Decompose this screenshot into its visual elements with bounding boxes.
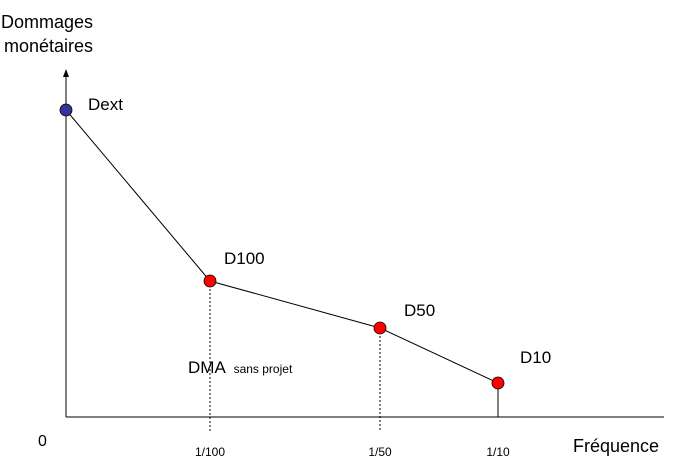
point-dext	[59, 103, 73, 117]
y-axis-label-line-1: Dommages	[1, 12, 93, 32]
point-d100	[203, 274, 217, 288]
tick-label-1-10: 1/10	[486, 445, 510, 459]
label-dext: Dext	[88, 95, 123, 114]
label-d10: D10	[520, 348, 551, 367]
tick-label-1-100: 1/100	[195, 445, 225, 459]
x-axis-label: Fréquence	[573, 436, 659, 456]
label-d100: D100	[224, 249, 265, 268]
dma-annotation-main: DMA	[188, 358, 226, 377]
dma-annotation: DMA sans projet	[188, 358, 293, 377]
tick-label-1-50: 1/50	[368, 445, 392, 459]
point-d50	[373, 321, 387, 335]
label-d50: D50	[404, 301, 435, 320]
damage-curve	[65, 109, 499, 384]
y-axis-label-line-2: monétaires	[4, 36, 93, 56]
y-axis-arrow	[63, 69, 69, 77]
origin-label: 0	[38, 433, 47, 450]
point-d10	[491, 376, 505, 390]
dma-annotation-sub: sans projet	[234, 362, 293, 376]
